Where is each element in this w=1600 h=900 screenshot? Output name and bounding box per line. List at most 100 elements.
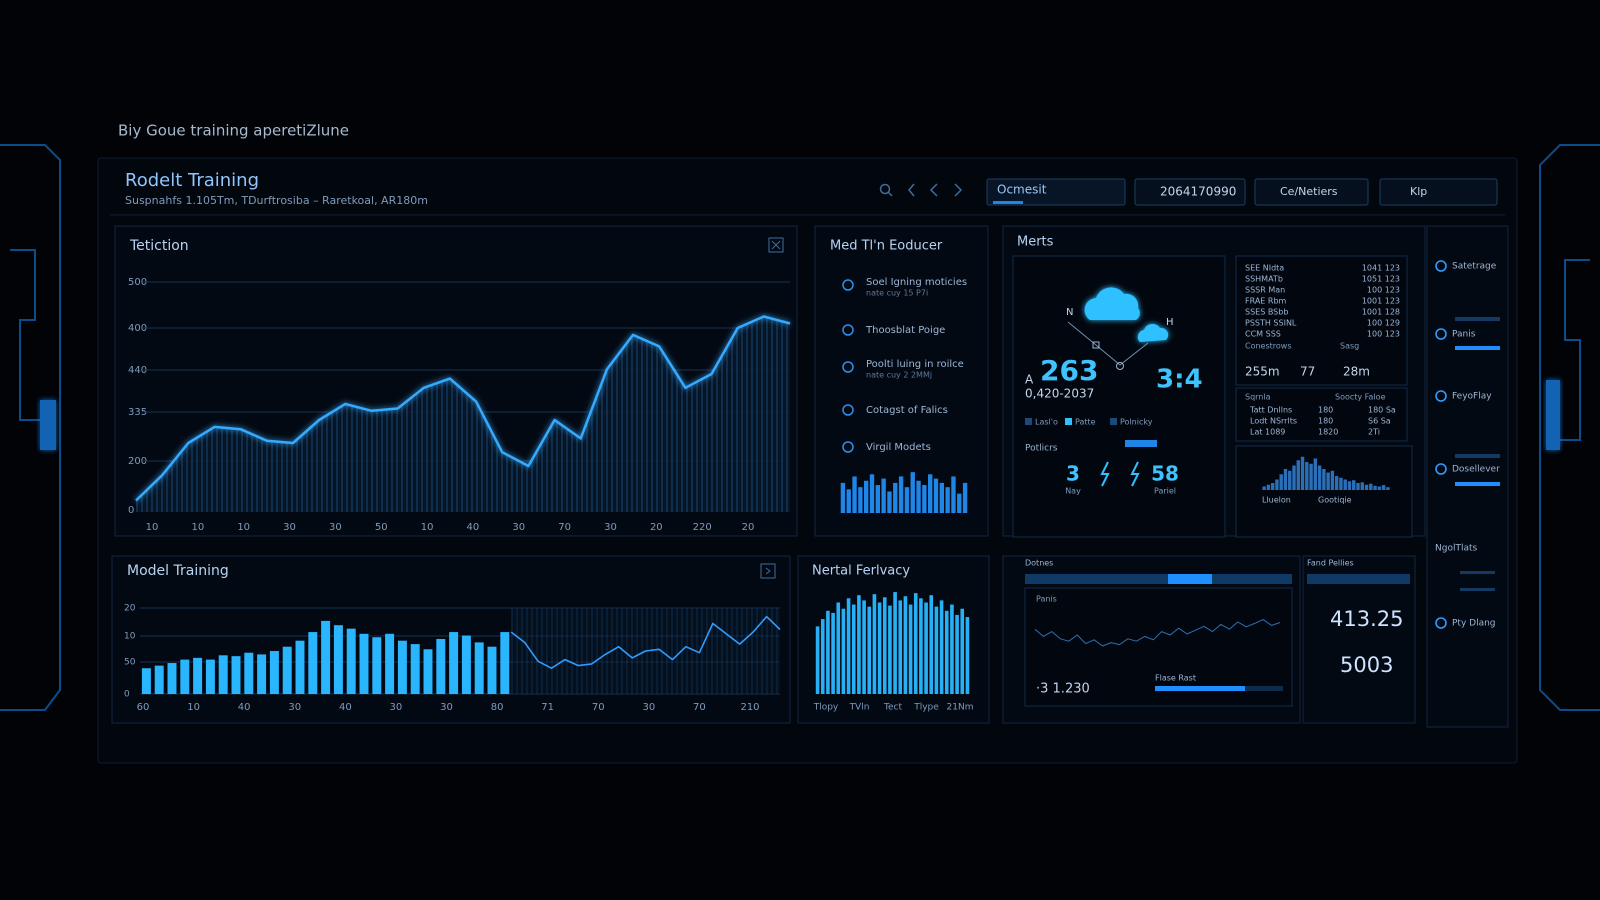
x-tick-label: 71 — [541, 702, 554, 713]
bar — [869, 474, 875, 513]
bar — [951, 476, 956, 513]
bar — [269, 651, 279, 694]
bar — [893, 592, 897, 694]
bar — [1262, 486, 1266, 490]
x-tick-label: Tlype — [913, 703, 939, 713]
table-cell: 180 Sa — [1368, 406, 1396, 415]
bar — [950, 604, 954, 694]
input-field[interactable] — [1134, 178, 1246, 206]
expand-button[interactable] — [760, 563, 776, 579]
side-icon — [1435, 260, 1447, 272]
bar — [945, 487, 950, 513]
bar — [1275, 479, 1279, 490]
table-cell: S6 Sa — [1368, 417, 1391, 426]
x-tick-label: 20 — [742, 522, 755, 533]
bar — [815, 626, 820, 694]
fand-tabbar[interactable] — [1307, 574, 1410, 584]
bar — [846, 598, 851, 694]
x-tick-label: 10 — [146, 522, 159, 533]
bar — [1288, 470, 1292, 490]
panel-title: Tetiction — [129, 238, 189, 254]
side-icon — [1435, 328, 1447, 340]
bar — [193, 657, 203, 694]
section-label: Potlicrs — [1025, 444, 1058, 454]
y-tick-label: 400 — [128, 323, 147, 334]
count-value: 58 — [1151, 462, 1179, 486]
item-label: Poolti luing in roilce — [866, 359, 964, 370]
metric-big: 5003 — [1340, 653, 1393, 677]
legend-swatch — [1025, 418, 1032, 425]
bar — [862, 600, 866, 694]
bar — [916, 480, 921, 513]
side-label: Pty Dlang — [1452, 619, 1496, 629]
bar — [167, 663, 177, 694]
bar — [864, 480, 869, 513]
side-label: Panis — [1452, 330, 1476, 340]
bar — [282, 646, 292, 694]
table-cell: 1820 — [1318, 428, 1338, 437]
merts-table-box — [1235, 255, 1408, 386]
menu-label: Ce/Netiers — [1280, 185, 1338, 198]
item-sub: nate cuy 15 P7i — [866, 289, 928, 298]
item-icon — [842, 324, 854, 336]
x-tick-label: 21Nm — [947, 703, 974, 713]
item-label: Cotagst of Falics — [866, 405, 948, 416]
bar — [461, 635, 471, 694]
table-cell: 77 — [1300, 365, 1315, 379]
bar — [1377, 486, 1382, 490]
hist-label: Lluelon — [1262, 496, 1291, 505]
y-tick-label: 0 — [128, 505, 134, 516]
bar — [1322, 469, 1326, 490]
x-tick-label: TVln — [849, 703, 870, 713]
bar — [1339, 477, 1343, 490]
bar — [1334, 476, 1339, 490]
bar — [887, 491, 892, 513]
bar — [1305, 462, 1309, 490]
menu-button[interactable] — [1254, 178, 1369, 206]
bar — [1292, 465, 1296, 490]
dropdown[interactable] — [986, 178, 1126, 206]
bar — [919, 598, 923, 694]
line — [1034, 619, 1281, 647]
bar — [1364, 484, 1369, 490]
area — [136, 316, 790, 512]
bar — [1279, 474, 1283, 490]
table-cell: 100 123 — [1367, 286, 1400, 295]
bar — [1369, 483, 1373, 490]
dotnes-tab-active[interactable] — [1168, 574, 1212, 584]
bar — [908, 604, 913, 694]
metric-value: ·3 1.230 — [1036, 682, 1090, 697]
bar — [924, 602, 928, 694]
dotnes-tabbar[interactable] — [1025, 574, 1292, 584]
bar — [1373, 485, 1377, 490]
metric-big: 263 — [1040, 354, 1098, 387]
bar — [913, 593, 918, 694]
x-tick-label: 210 — [740, 702, 759, 713]
bar — [231, 656, 241, 694]
merts-table2-box — [1235, 387, 1408, 442]
bar — [857, 595, 861, 694]
bar — [1283, 469, 1288, 490]
table-cell: 1001 128 — [1362, 308, 1400, 317]
table-cell: Lodt NSrrlts — [1250, 417, 1297, 426]
x-tick-label: 30 — [642, 702, 655, 713]
bar — [831, 612, 835, 694]
bar — [841, 608, 846, 694]
bar — [939, 600, 944, 694]
action-button[interactable] — [1379, 178, 1498, 206]
toolbar-icons[interactable] — [879, 183, 963, 197]
bar — [1317, 465, 1322, 490]
close-button[interactable] — [768, 237, 784, 253]
bar — [898, 476, 904, 513]
bar — [1386, 487, 1390, 490]
bar — [944, 610, 949, 694]
bar — [962, 482, 968, 513]
panel-title: Dotnes — [1025, 559, 1053, 568]
panel-title: Nertal Ferlvacy — [812, 564, 910, 579]
bar — [820, 619, 825, 694]
bar — [180, 659, 190, 694]
table-cell: 180 — [1318, 406, 1333, 415]
bar — [1352, 480, 1356, 490]
x-tick-label: 10 — [191, 522, 204, 533]
bar — [1296, 460, 1300, 490]
